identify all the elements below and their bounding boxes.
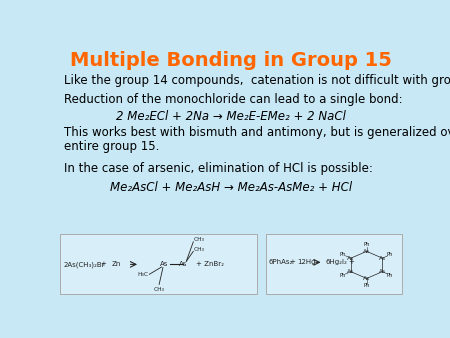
Bar [266, 235, 401, 294]
Text: 2As(CH₃)₂Br: 2As(CH₃)₂Br [64, 261, 105, 268]
Text: Me₂AsCl + Me₂AsH → Me₂As-AsMe₂ + HCl: Me₂AsCl + Me₂AsH → Me₂As-AsMe₂ + HCl [109, 181, 352, 194]
Text: Ph: Ph [364, 283, 370, 288]
Text: As: As [180, 261, 188, 267]
Text: Multiple Bonding in Group 15: Multiple Bonding in Group 15 [70, 51, 392, 70]
Text: This works best with bismuth and antimony, but is generalized over the: This works best with bismuth and antimon… [64, 126, 450, 140]
Text: 6Hg₂I₂: 6Hg₂I₂ [326, 259, 348, 265]
Text: entire group 15.: entire group 15. [64, 140, 159, 153]
Text: +: + [289, 259, 295, 265]
Text: As: As [347, 269, 355, 274]
Text: Ph: Ph [340, 272, 346, 277]
Text: As: As [347, 256, 355, 261]
Text: In the case of arsenic, elimination of HCl is possible:: In the case of arsenic, elimination of H… [64, 162, 373, 175]
Text: + ZnBr₂: + ZnBr₂ [196, 261, 224, 267]
Text: CH₃: CH₃ [194, 237, 205, 242]
Text: CH₃: CH₃ [194, 247, 205, 252]
Text: 6PhAs₂: 6PhAs₂ [268, 259, 292, 265]
Text: H₃C: H₃C [138, 272, 148, 277]
Text: Ph: Ph [340, 252, 346, 257]
Text: As: As [379, 269, 386, 274]
Text: Reduction of the monochloride can lead to a single bond:: Reduction of the monochloride can lead t… [64, 93, 403, 105]
Text: As: As [363, 249, 370, 254]
Text: As: As [363, 276, 370, 281]
Text: Ph: Ph [364, 242, 370, 247]
Text: 2 Me₂ECl + 2Na → Me₂E-EMe₂ + 2 NaCl: 2 Me₂ECl + 2Na → Me₂E-EMe₂ + 2 NaCl [116, 110, 346, 123]
Text: +: + [100, 261, 106, 267]
Text: +: + [348, 259, 354, 265]
Text: As: As [379, 256, 386, 261]
Bar [60, 235, 257, 294]
Text: Ph: Ph [387, 252, 393, 257]
Text: Ph: Ph [387, 272, 393, 277]
Text: As: As [160, 261, 169, 267]
Text: CH₃: CH₃ [153, 287, 165, 291]
Text: Zn: Zn [112, 261, 122, 267]
Text: Like the group 14 compounds,  catenation is not difficult with group 15.: Like the group 14 compounds, catenation … [64, 74, 450, 88]
Text: 12Hg: 12Hg [297, 259, 315, 265]
